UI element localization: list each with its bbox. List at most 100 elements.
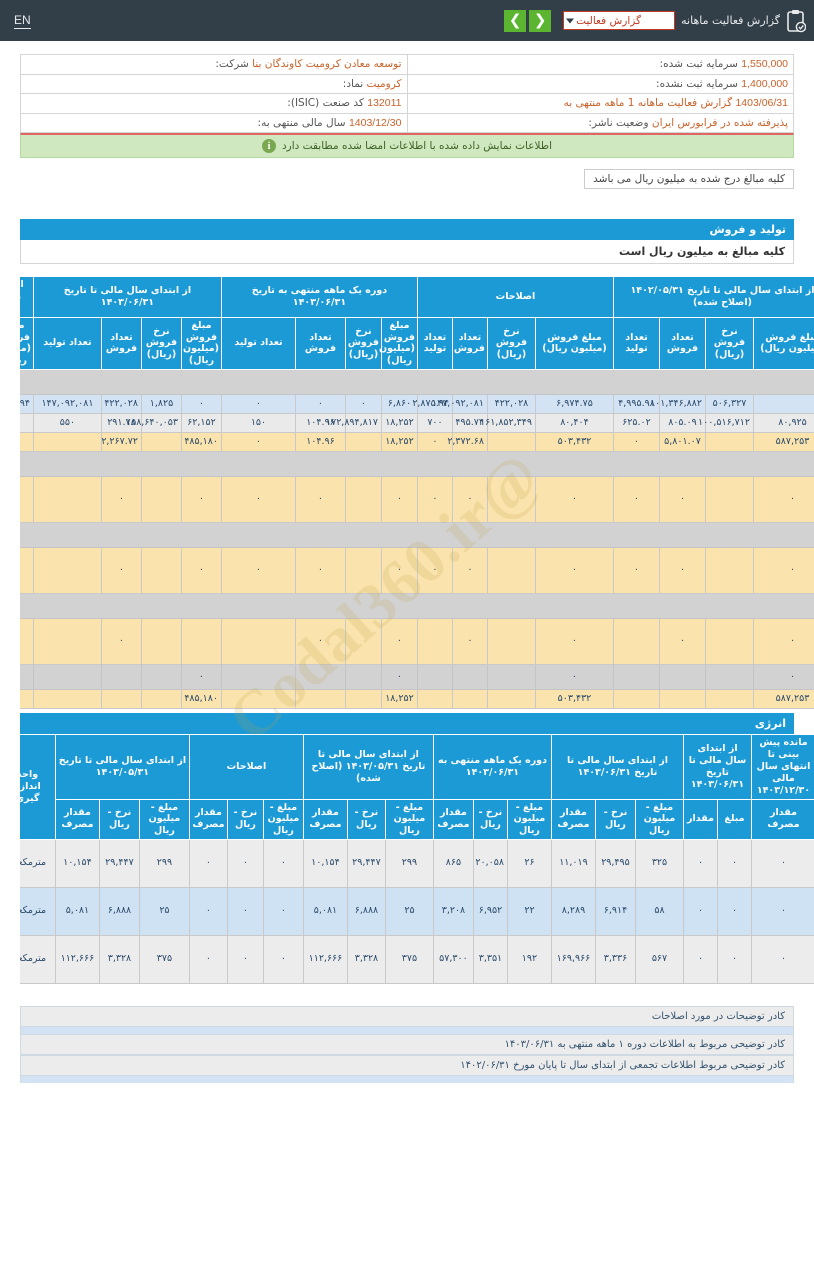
energy-table-scroll[interactable]: توضیحات در خصوص علت تغییر میزان مصرف مان…: [20, 734, 814, 985]
cell: ۰: [20, 476, 34, 524]
verification-note-text: اطلاعات نمایش داده شده با اطلاعات امضا ش…: [282, 140, 552, 152]
cell: ۱۱,۰۱۹: [550, 839, 596, 889]
energy-table-body: ۰ ۰ ۰ ۰ ۳۲۵ ۲۹,۴۹۵ ۱۱,۰۱۹ ۲۶ ۲۰,۰۵۸ ۸۶۵ …: [20, 839, 814, 985]
cell: ۰: [416, 432, 453, 453]
footer-wrap: کادر توضیحات در مورد اصلاحات کادر توضیحی…: [0, 1006, 814, 1084]
cell: [20, 689, 34, 710]
table-row: پذیرفته شده در فرابورس ایران وضعیت ناشر:…: [20, 112, 794, 133]
cell: ۶,۸۸۸: [98, 887, 140, 937]
info-icon: i: [262, 139, 276, 153]
th-e-qty-3: مقدار مصرف: [432, 798, 474, 841]
cell: ۰: [100, 476, 142, 524]
report-select[interactable]: گزارش فعالیت: [563, 11, 676, 30]
capital-unregistered-label: سرمایه ثبت نشده:: [656, 77, 738, 90]
cell: [612, 618, 661, 666]
th-e-rate-6: نرخ - ریال: [98, 798, 140, 841]
cell: ۴۹۵.۷۴: [451, 413, 488, 434]
footer-notes: کادر توضیحات در مورد اصلاحات کادر توضیحی…: [20, 1006, 794, 1084]
cell: ۰: [451, 618, 488, 666]
cell: ۰: [751, 839, 814, 889]
production-table-body: تولید ۵۰۶,۳۲۷ ۱۰۱,۳۴۶,۸۸۲ ۴,۹۹۵.۹۸ ۶,۹۷۴…: [20, 369, 814, 710]
spacer-cell: [140, 664, 182, 691]
cell: ۰: [180, 394, 222, 415]
cell: ۶,۹۵۲: [472, 887, 508, 937]
th-sub-sale-amount-4: مبلغ فروش (میلیون ریال): [20, 316, 34, 371]
cell: ۵۵۰: [32, 413, 102, 434]
company-cell: توسعه معادن کرومیت کاوندگان بنا شرکت:: [20, 54, 408, 75]
cell: [486, 476, 536, 524]
table-header-sub-row: مقدار مصرف مبلغ مقدار مبلغ - میلیون ریال…: [20, 798, 814, 841]
cell: ۲۶: [506, 839, 552, 889]
cell: ۰: [294, 618, 346, 666]
cell: [100, 689, 142, 710]
capital-unregistered-cell: 1,400,000 سرمایه ثبت نشده:: [406, 73, 794, 94]
cell: ۳۷۵: [384, 935, 434, 985]
content-wrap: 1,550,000 سرمایه ثبت شده: توسعه معادن کر…: [0, 54, 814, 264]
cell: ۲۵: [384, 887, 434, 937]
cell: ۰: [612, 432, 661, 453]
cell: ۸۶۵: [432, 839, 474, 889]
cell: ۱۷۲,۸۹۴,۸۱۷: [326, 413, 382, 434]
cell: [140, 476, 182, 524]
cell: ۲,۲۶۷.۷۲: [100, 432, 142, 453]
fiscal-year-cell: 1403/12/30 سال مالی منتهی به:: [20, 112, 408, 133]
th-sub-sale-qty-1: تعداد فروش: [451, 316, 488, 371]
next-button[interactable]: ❯: [504, 9, 527, 32]
th-sub-sale-amount-1: مبلغ فروش (میلیون ریال): [534, 316, 614, 371]
prev-button[interactable]: ❮: [529, 9, 552, 32]
cell: [486, 618, 536, 666]
table-row: ۰ ۰ ۰ ۰ ۵۸ ۶,۹۱۴ ۸,۲۸۹ ۲۲ ۶,۹۵۲ ۳,۲۰۸ ۲۵…: [20, 887, 814, 937]
cell: ۵۶۷: [634, 935, 684, 985]
th-energy-group-0: مانده پیش بینی تا انتهای سال مالی ۱۴۰۳/۱…: [751, 734, 814, 800]
table-row: 1,550,000 سرمایه ثبت شده: توسعه معادن کر…: [20, 54, 794, 75]
cell: [344, 547, 382, 595]
table-row-total: ۵۸۷,۲۵۳ ۵۰۳,۴۳۲ ۱۸,۲۵۲ ۴۸۵,۱۸۰: [20, 689, 814, 710]
cell: ۰: [659, 476, 706, 524]
cell: ۰: [344, 394, 382, 415]
th-sub-sale-amount-0: مبلغ فروش (میلیون ریال): [753, 316, 814, 371]
footer-separator: [20, 1027, 794, 1035]
cell: ۰: [188, 839, 228, 889]
cell: ۰: [380, 618, 418, 666]
cell: [659, 689, 706, 710]
top-bar: گزارش فعالیت ماهانه گزارش فعالیت ❮ ❯ EN: [0, 0, 814, 41]
cell: ۱۰۰,۵۱۶,۷۱۲: [698, 413, 754, 434]
cell: ۱۱۲,۶۶۶: [302, 935, 348, 985]
report-select-value: گزارش فعالیت: [576, 14, 642, 27]
cell: ۳,۳۵۱: [472, 935, 508, 985]
cell: ۰: [100, 618, 142, 666]
th-e-amount-2: مبلغ - میلیون ریال: [634, 798, 684, 841]
cell-unit: مترمکعب: [20, 839, 56, 889]
issuer-status-label: وضعیت ناشر:: [588, 116, 649, 129]
cell: ۱,۸۲۵: [140, 394, 182, 415]
cell: ۰: [188, 887, 228, 937]
capital-unregistered-value: 1,400,000: [741, 77, 788, 90]
th-e-rate-4: نرخ - ریال: [346, 798, 386, 841]
spacer-cell: [416, 664, 453, 691]
cell: [612, 689, 661, 710]
nav-buttons: ❮ ❯: [504, 9, 552, 32]
cell: ۱۴۷,۰۹۲,۰۸۱: [32, 394, 102, 415]
language-toggle[interactable]: EN: [14, 12, 31, 29]
cell: ۸,۲۸۹: [550, 887, 596, 937]
cell: ۰: [451, 547, 488, 595]
th-e-amount-4: مبلغ - میلیون ریال: [384, 798, 434, 841]
cell: [486, 689, 536, 710]
cell: [705, 432, 754, 453]
table-row: [20, 593, 814, 620]
cell: ۱۰,۱۵۴: [54, 839, 100, 889]
production-table-scroll[interactable]: وضعیت محصول-واحد از ابتدای سال مالی تا ت…: [20, 276, 814, 710]
cell: ۰: [751, 887, 814, 937]
th-energy-group-1: از ابتدای سال مالی تا تاریخ ۱۴۰۳/۰۶/۳۱: [682, 734, 753, 800]
capital-registered-label: سرمایه ثبت شده:: [659, 58, 738, 71]
cell: ۲۰,۰۵۸: [472, 839, 508, 889]
cell: ۲۵: [138, 887, 190, 937]
cell: ۰: [753, 476, 814, 524]
spacer-cell: [612, 664, 661, 691]
cell: ۰: [180, 547, 222, 595]
cell: [416, 618, 453, 666]
cell: ۶,۹۷۴.۷۵: [534, 394, 614, 415]
th-sub-sale-amount-3: مبلغ فروش (میلیون ریال): [180, 316, 222, 371]
table-row: [20, 369, 814, 396]
th-sub-prod-qty-1: تعداد تولید: [416, 316, 453, 371]
